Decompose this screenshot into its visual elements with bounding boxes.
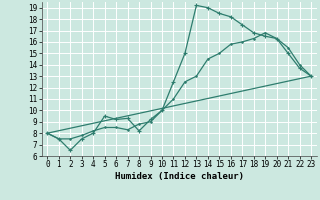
X-axis label: Humidex (Indice chaleur): Humidex (Indice chaleur)	[115, 172, 244, 181]
